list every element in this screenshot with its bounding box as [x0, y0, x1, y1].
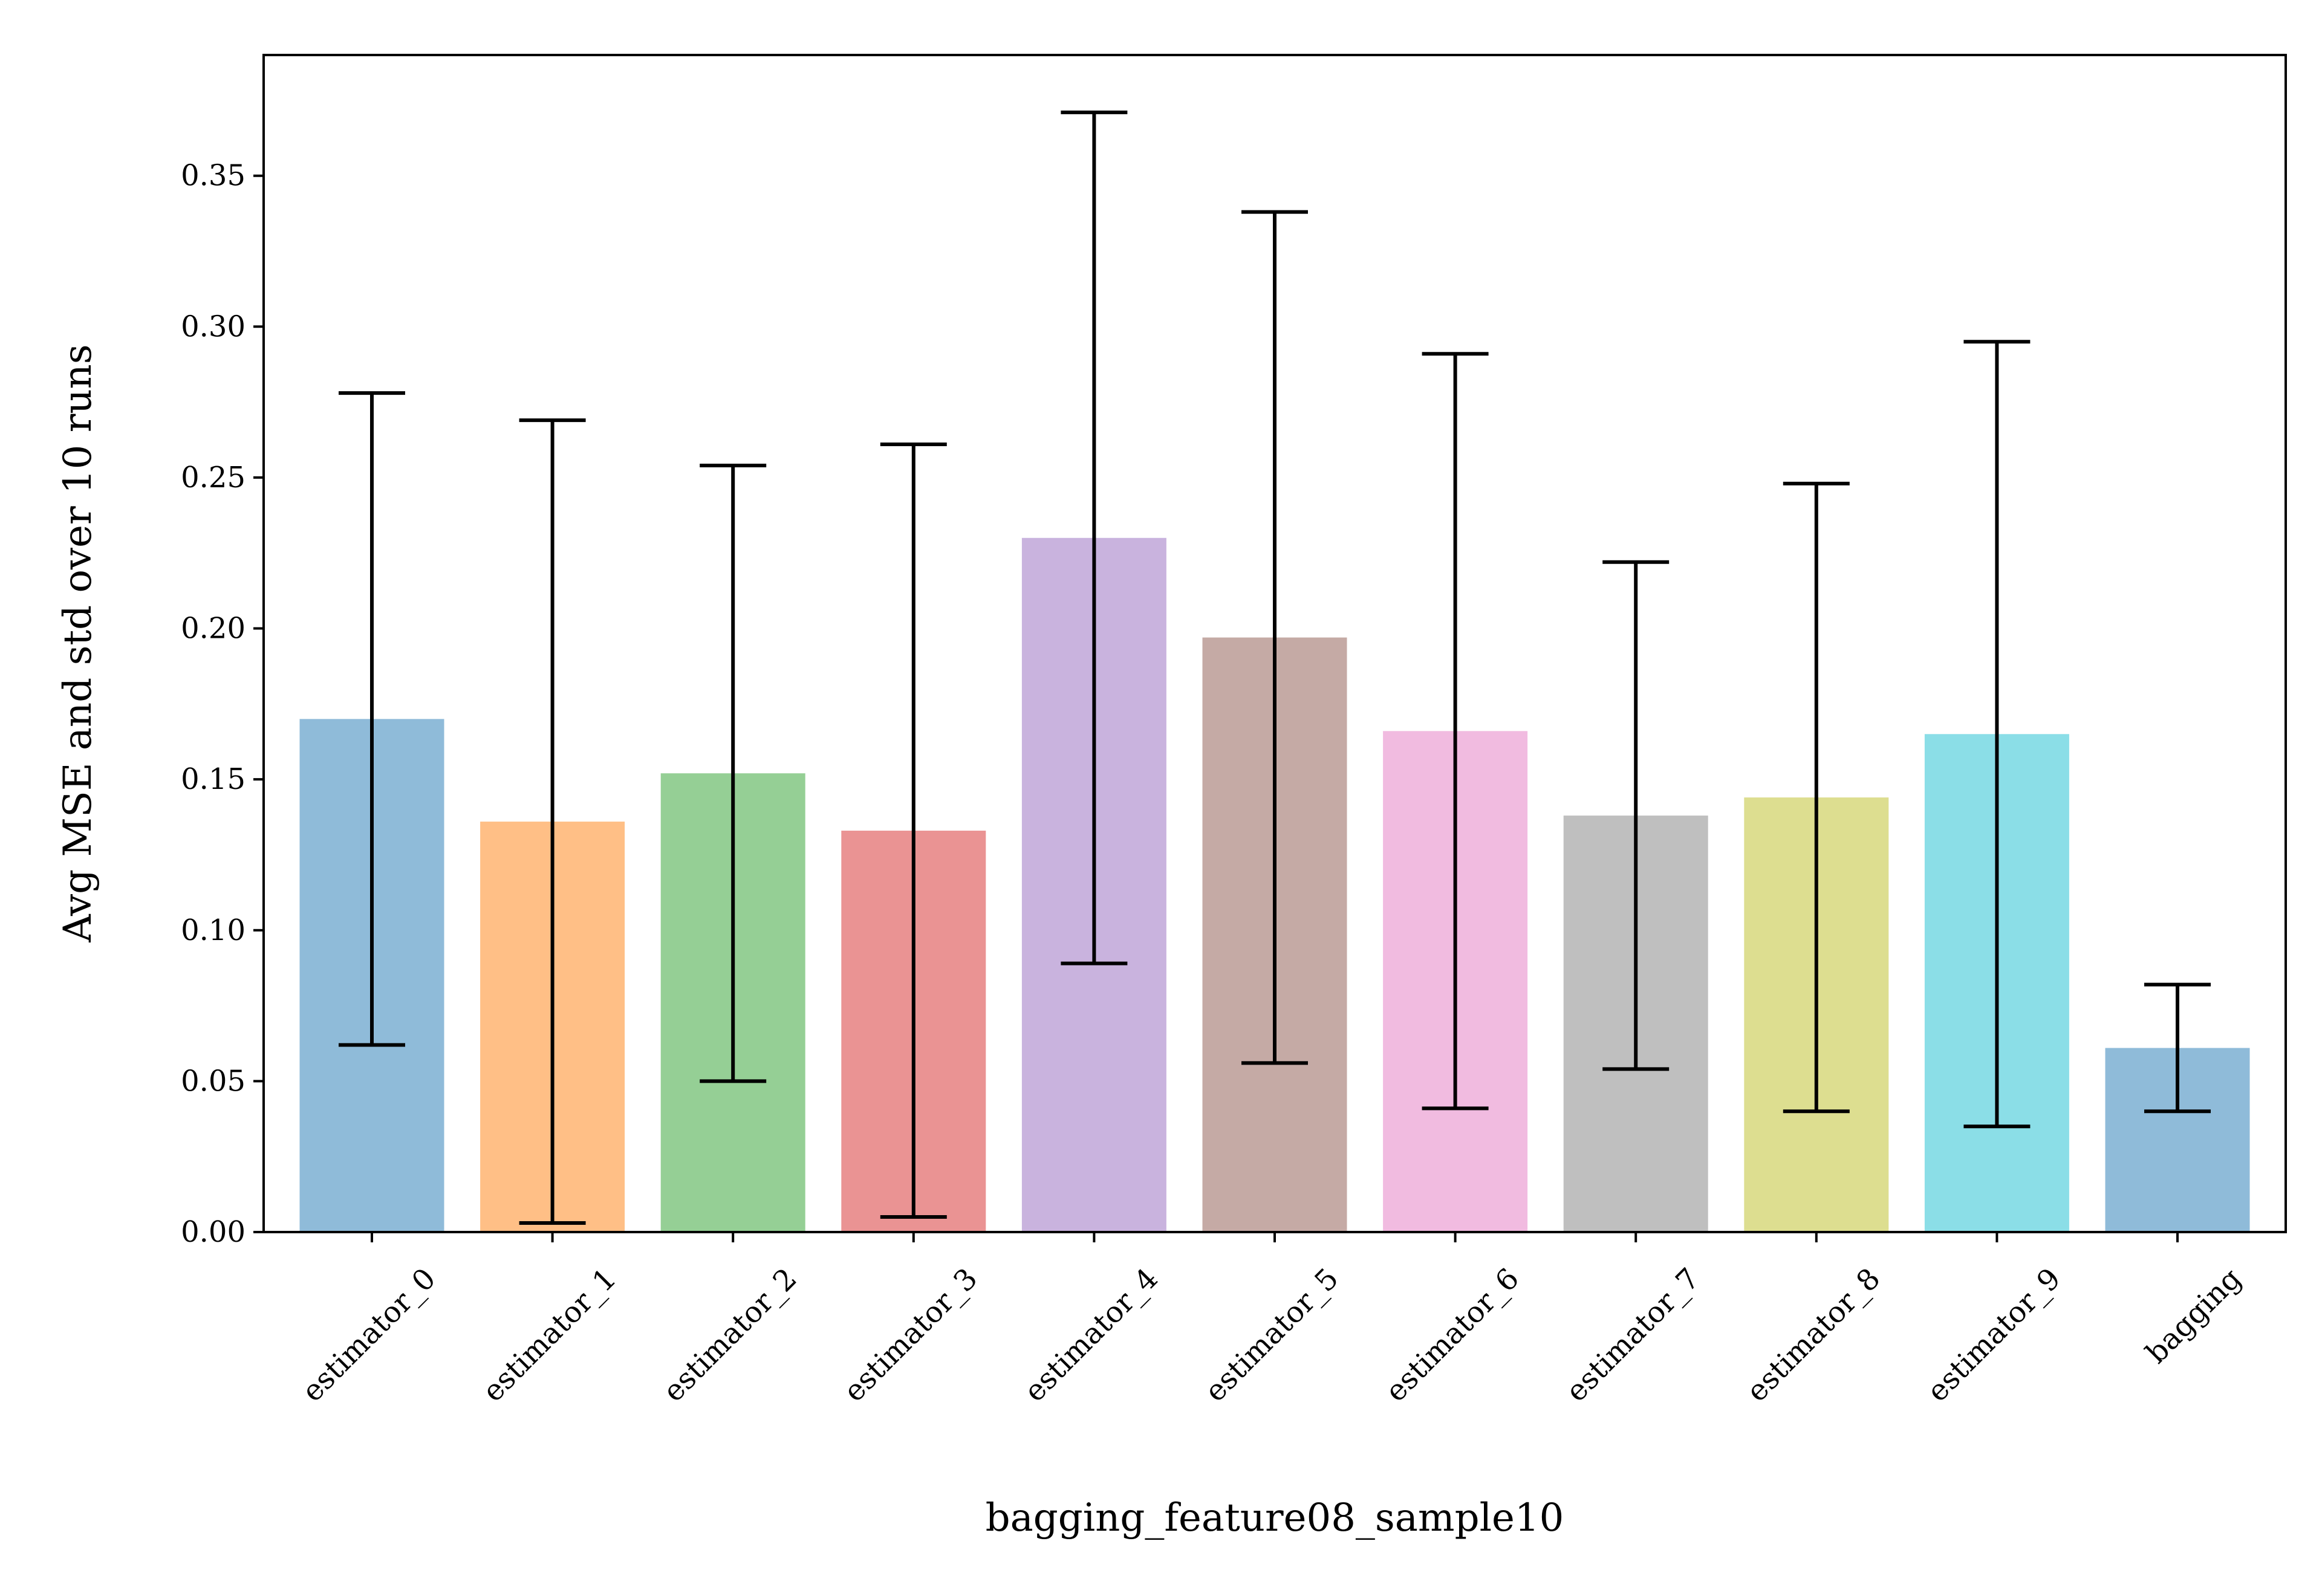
- x-tick-label: estimator_5: [1198, 1262, 1345, 1409]
- plot-frame: [262, 54, 2287, 1233]
- x-tick-label: estimator_9: [1920, 1262, 2067, 1409]
- y-tick-label: 0.25: [181, 461, 246, 495]
- y-tick-label: 0.10: [181, 913, 246, 947]
- x-tick-label: estimator_4: [1018, 1262, 1165, 1409]
- y-axis-label: Avg MSE and std over 10 runs: [56, 344, 100, 942]
- y-tick-label: 0.35: [181, 159, 246, 193]
- x-axis-ticks: estimator_0 estimator_1 estimator_2 estimat…: [296, 1232, 2248, 1409]
- x-tick-label: estimator_0: [296, 1262, 443, 1409]
- x-axis-label: bagging_feature08_sample10: [986, 1496, 1564, 1540]
- x-tick-label: estimator_6: [1379, 1262, 1526, 1409]
- x-tick-label: estimator_3: [837, 1262, 984, 1409]
- y-tick-label: 0.15: [181, 762, 246, 796]
- x-tick-label: estimator_2: [657, 1262, 804, 1409]
- x-tick-label: estimator_8: [1740, 1262, 1887, 1409]
- y-tick-label: 0.30: [181, 310, 246, 343]
- x-tick-label: bagging: [2139, 1262, 2248, 1370]
- y-axis-ticks: 0.00 0.05 0.10 0.15 0.20 0.25 0.30 0.35: [181, 159, 264, 1249]
- x-tick-label: estimator_1: [476, 1262, 623, 1409]
- x-tick-label: estimator_7: [1559, 1262, 1706, 1409]
- error-bars-layer: [339, 110, 2211, 1225]
- y-tick-label: 0.05: [181, 1064, 246, 1098]
- y-tick-label: 0.00: [181, 1215, 246, 1249]
- y-tick-label: 0.20: [181, 612, 246, 646]
